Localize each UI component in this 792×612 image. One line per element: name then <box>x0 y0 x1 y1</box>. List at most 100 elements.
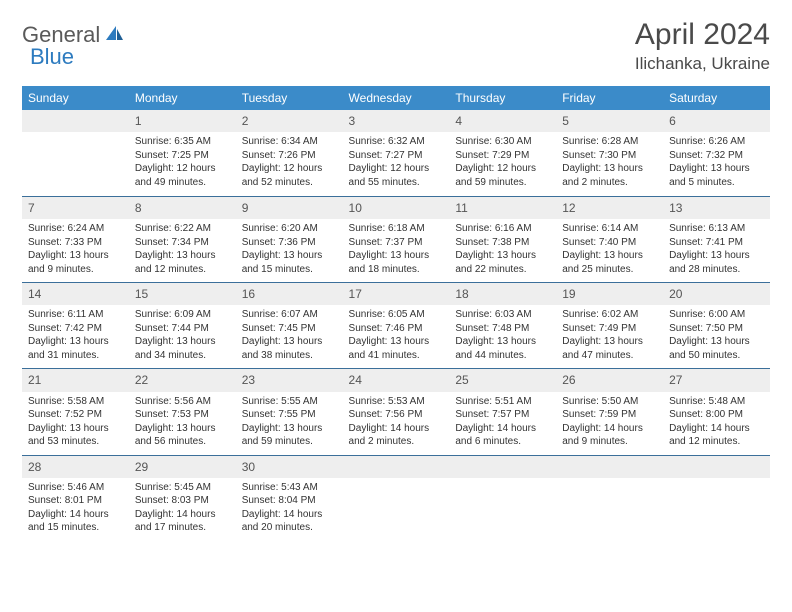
day-body: Sunrise: 6:22 AMSunset: 7:34 PMDaylight:… <box>129 219 236 282</box>
daylight-line: Daylight: 13 hours and 2 minutes. <box>562 162 657 189</box>
daylight-line: Daylight: 13 hours and 12 minutes. <box>135 249 230 276</box>
daylight-line: Daylight: 13 hours and 59 minutes. <box>242 422 337 449</box>
page-subtitle: Ilichanka, Ukraine <box>635 54 770 74</box>
day-body: Sunrise: 6:16 AMSunset: 7:38 PMDaylight:… <box>449 219 556 282</box>
sunrise-line: Sunrise: 6:14 AM <box>562 222 657 236</box>
sunrise-line: Sunrise: 6:13 AM <box>669 222 764 236</box>
sunrise-line: Sunrise: 6:05 AM <box>349 308 444 322</box>
day-body: Sunrise: 6:13 AMSunset: 7:41 PMDaylight:… <box>663 219 770 282</box>
daylight-line: Daylight: 13 hours and 9 minutes. <box>28 249 123 276</box>
daylight-line: Daylight: 13 hours and 15 minutes. <box>242 249 337 276</box>
logo-sail-icon <box>104 24 124 47</box>
calendar-body: . 1Sunrise: 6:35 AMSunset: 7:25 PMDayligh… <box>22 110 770 541</box>
day-number: 11 <box>449 196 556 219</box>
sunset-line: Sunset: 7:59 PM <box>562 408 657 422</box>
weekday-header: Friday <box>556 86 663 110</box>
day-number: 7 <box>22 196 129 219</box>
calendar-day-cell: 6Sunrise: 6:26 AMSunset: 7:32 PMDaylight… <box>663 110 770 196</box>
day-body: Sunrise: 6:26 AMSunset: 7:32 PMDaylight:… <box>663 132 770 195</box>
calendar-day-cell: 22Sunrise: 5:56 AMSunset: 7:53 PMDayligh… <box>129 368 236 454</box>
calendar-day-cell: 19Sunrise: 6:02 AMSunset: 7:49 PMDayligh… <box>556 282 663 368</box>
calendar-day-cell: 10Sunrise: 6:18 AMSunset: 7:37 PMDayligh… <box>343 196 450 282</box>
sunrise-line: Sunrise: 6:20 AM <box>242 222 337 236</box>
sunrise-line: Sunrise: 6:11 AM <box>28 308 123 322</box>
logo-blue-text-wrap: Blue <box>30 44 74 70</box>
daylight-line: Daylight: 14 hours and 15 minutes. <box>28 508 123 535</box>
day-body: Sunrise: 6:00 AMSunset: 7:50 PMDaylight:… <box>663 305 770 368</box>
weekday-header: Wednesday <box>343 86 450 110</box>
sunset-line: Sunset: 7:44 PM <box>135 322 230 336</box>
daylight-line: Daylight: 13 hours and 5 minutes. <box>669 162 764 189</box>
day-number-empty: . <box>663 455 770 478</box>
daylight-line: Daylight: 12 hours and 59 minutes. <box>455 162 550 189</box>
calendar-day-cell: 20Sunrise: 6:00 AMSunset: 7:50 PMDayligh… <box>663 282 770 368</box>
day-number: 1 <box>129 110 236 132</box>
header: General April 2024 Ilichanka, Ukraine <box>22 18 770 74</box>
calendar-week-row: 21Sunrise: 5:58 AMSunset: 7:52 PMDayligh… <box>22 368 770 454</box>
day-body: Sunrise: 6:18 AMSunset: 7:37 PMDaylight:… <box>343 219 450 282</box>
day-body: Sunrise: 6:07 AMSunset: 7:45 PMDaylight:… <box>236 305 343 368</box>
sunset-line: Sunset: 7:56 PM <box>349 408 444 422</box>
sunset-line: Sunset: 7:30 PM <box>562 149 657 163</box>
daylight-line: Daylight: 13 hours and 31 minutes. <box>28 335 123 362</box>
sunset-line: Sunset: 7:52 PM <box>28 408 123 422</box>
sunset-line: Sunset: 7:53 PM <box>135 408 230 422</box>
calendar-empty-cell: . <box>556 455 663 541</box>
day-body: Sunrise: 6:32 AMSunset: 7:27 PMDaylight:… <box>343 132 450 195</box>
sunrise-line: Sunrise: 5:56 AM <box>135 395 230 409</box>
sunset-line: Sunset: 8:03 PM <box>135 494 230 508</box>
sunrise-line: Sunrise: 5:55 AM <box>242 395 337 409</box>
calendar-day-cell: 11Sunrise: 6:16 AMSunset: 7:38 PMDayligh… <box>449 196 556 282</box>
calendar-day-cell: 17Sunrise: 6:05 AMSunset: 7:46 PMDayligh… <box>343 282 450 368</box>
calendar-week-row: .1Sunrise: 6:35 AMSunset: 7:25 PMDayligh… <box>22 110 770 196</box>
day-body: Sunrise: 6:20 AMSunset: 7:36 PMDaylight:… <box>236 219 343 282</box>
day-body: Sunrise: 5:58 AMSunset: 7:52 PMDaylight:… <box>22 392 129 455</box>
calendar-day-cell: 15Sunrise: 6:09 AMSunset: 7:44 PMDayligh… <box>129 282 236 368</box>
calendar-day-cell: 9Sunrise: 6:20 AMSunset: 7:36 PMDaylight… <box>236 196 343 282</box>
day-number: 13 <box>663 196 770 219</box>
sunset-line: Sunset: 7:33 PM <box>28 236 123 250</box>
sunrise-line: Sunrise: 6:02 AM <box>562 308 657 322</box>
daylight-line: Daylight: 13 hours and 25 minutes. <box>562 249 657 276</box>
calendar-day-cell: 29Sunrise: 5:45 AMSunset: 8:03 PMDayligh… <box>129 455 236 541</box>
day-number: 27 <box>663 368 770 391</box>
day-number: 16 <box>236 282 343 305</box>
sunrise-line: Sunrise: 5:53 AM <box>349 395 444 409</box>
day-body: Sunrise: 6:09 AMSunset: 7:44 PMDaylight:… <box>129 305 236 368</box>
daylight-line: Daylight: 14 hours and 9 minutes. <box>562 422 657 449</box>
daylight-line: Daylight: 13 hours and 18 minutes. <box>349 249 444 276</box>
day-number-empty: . <box>449 455 556 478</box>
day-number: 2 <box>236 110 343 132</box>
daylight-line: Daylight: 12 hours and 52 minutes. <box>242 162 337 189</box>
calendar-day-cell: 8Sunrise: 6:22 AMSunset: 7:34 PMDaylight… <box>129 196 236 282</box>
title-block: April 2024 Ilichanka, Ukraine <box>635 18 770 74</box>
weekday-header: Monday <box>129 86 236 110</box>
sunset-line: Sunset: 7:57 PM <box>455 408 550 422</box>
calendar-day-cell: 3Sunrise: 6:32 AMSunset: 7:27 PMDaylight… <box>343 110 450 196</box>
sunrise-line: Sunrise: 6:30 AM <box>455 135 550 149</box>
calendar-day-cell: 1Sunrise: 6:35 AMSunset: 7:25 PMDaylight… <box>129 110 236 196</box>
sunset-line: Sunset: 7:42 PM <box>28 322 123 336</box>
sunrise-line: Sunrise: 6:07 AM <box>242 308 337 322</box>
calendar-empty-cell: . <box>449 455 556 541</box>
calendar-day-cell: 24Sunrise: 5:53 AMSunset: 7:56 PMDayligh… <box>343 368 450 454</box>
sunset-line: Sunset: 7:32 PM <box>669 149 764 163</box>
weekday-row: SundayMondayTuesdayWednesdayThursdayFrid… <box>22 86 770 110</box>
day-body: Sunrise: 6:30 AMSunset: 7:29 PMDaylight:… <box>449 132 556 195</box>
calendar-day-cell: 26Sunrise: 5:50 AMSunset: 7:59 PMDayligh… <box>556 368 663 454</box>
calendar-week-row: 7Sunrise: 6:24 AMSunset: 7:33 PMDaylight… <box>22 196 770 282</box>
calendar-day-cell: 4Sunrise: 6:30 AMSunset: 7:29 PMDaylight… <box>449 110 556 196</box>
weekday-header: Tuesday <box>236 86 343 110</box>
sunset-line: Sunset: 7:27 PM <box>349 149 444 163</box>
day-number-empty: . <box>343 455 450 478</box>
day-number: 28 <box>22 455 129 478</box>
day-number: 29 <box>129 455 236 478</box>
daylight-line: Daylight: 13 hours and 47 minutes. <box>562 335 657 362</box>
calendar-day-cell: 18Sunrise: 6:03 AMSunset: 7:48 PMDayligh… <box>449 282 556 368</box>
sunrise-line: Sunrise: 6:26 AM <box>669 135 764 149</box>
sunset-line: Sunset: 7:50 PM <box>669 322 764 336</box>
calendar-day-cell: 16Sunrise: 6:07 AMSunset: 7:45 PMDayligh… <box>236 282 343 368</box>
day-number: 15 <box>129 282 236 305</box>
day-number: 23 <box>236 368 343 391</box>
day-body: Sunrise: 6:34 AMSunset: 7:26 PMDaylight:… <box>236 132 343 195</box>
